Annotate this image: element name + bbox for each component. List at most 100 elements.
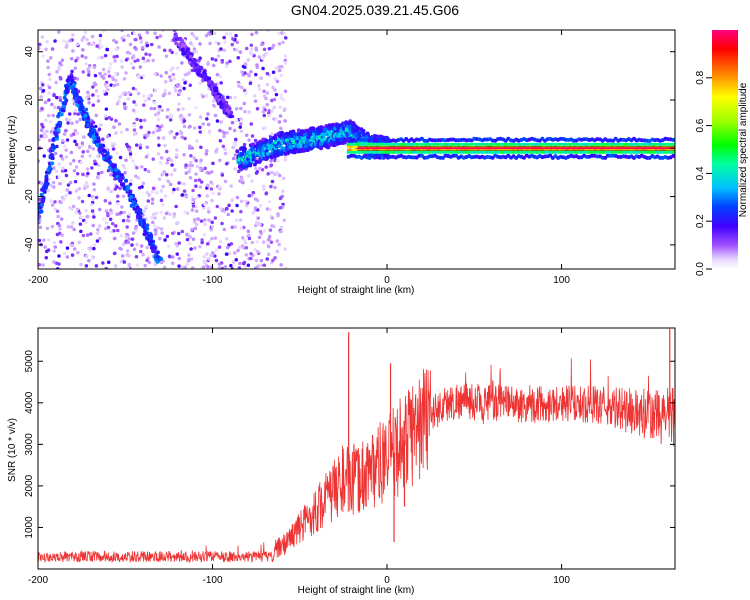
heatmap-cell — [239, 175, 244, 179]
heatmap-cell — [65, 188, 69, 192]
heatmap-cell — [92, 215, 96, 219]
heatmap-cell — [169, 78, 173, 83]
heatmap-cell — [209, 228, 213, 232]
heatmap-cell — [118, 246, 122, 251]
heatmap-cell — [207, 210, 211, 214]
heatmap-cell — [152, 106, 157, 111]
heatmap-cell — [114, 78, 118, 83]
heatmap-cell — [114, 119, 118, 123]
heatmap-cell — [109, 189, 113, 194]
heatmap-cell — [81, 233, 86, 238]
heatmap-cell — [279, 73, 283, 78]
heatmap-cell — [104, 221, 109, 225]
heatmap-cell — [168, 131, 172, 135]
heatmap-cell — [231, 145, 235, 150]
heatmap-cell — [238, 218, 243, 222]
colorbar-tick-label: 0.6 — [695, 118, 706, 132]
heatmap-cell — [201, 266, 205, 269]
heatmap-cell — [64, 155, 69, 159]
heatmap-cell — [180, 61, 184, 65]
heatmap-cell — [231, 260, 236, 264]
heatmap-cell — [182, 86, 186, 91]
heatmap-cell — [97, 127, 102, 131]
bottom-y-tick-label: 2000 — [24, 474, 35, 497]
heatmap-cell — [77, 240, 81, 245]
heatmap-cell — [267, 109, 271, 113]
heatmap-cell — [91, 103, 95, 107]
heatmap-cell — [234, 33, 238, 38]
heatmap-cell — [57, 30, 61, 34]
heatmap-cell — [39, 192, 44, 197]
heatmap-cell — [311, 126, 316, 131]
heatmap-cell — [139, 40, 143, 44]
heatmap-cell — [210, 236, 214, 241]
heatmap-cell — [187, 253, 191, 257]
heatmap-cell — [253, 197, 258, 201]
heatmap-cell — [239, 106, 243, 111]
heatmap-cell — [112, 83, 117, 88]
heatmap-cell — [90, 42, 95, 46]
heatmap-cell — [38, 46, 41, 51]
heatmap-cell — [56, 214, 60, 219]
heatmap-cell — [262, 47, 267, 52]
heatmap-cell — [155, 35, 159, 40]
heatmap-cell — [253, 206, 258, 210]
heatmap-cell — [212, 63, 216, 68]
heatmap-cell — [243, 241, 248, 245]
heatmap-cell — [195, 139, 199, 143]
heatmap-cell — [126, 33, 131, 38]
heatmap-cell — [213, 113, 218, 118]
heatmap-cell — [96, 176, 100, 180]
heatmap-cell — [307, 146, 312, 151]
heatmap-cell — [54, 80, 58, 85]
heatmap-cell — [50, 224, 55, 229]
heatmap-cell — [200, 238, 204, 242]
heatmap-cell — [111, 147, 116, 151]
heatmap-cell — [128, 42, 133, 47]
heatmap-cell — [74, 189, 79, 193]
heatmap-cell — [153, 228, 157, 232]
heatmap-cell — [209, 180, 213, 184]
heatmap-cell — [296, 128, 301, 133]
heatmap-cell — [217, 265, 222, 269]
heatmap-cell — [238, 261, 242, 266]
heatmap-cell — [267, 200, 272, 204]
heatmap-cell — [548, 153, 553, 158]
heatmap-cell — [70, 207, 74, 212]
heatmap-cell — [84, 55, 88, 60]
heatmap-cell — [274, 144, 279, 149]
heatmap-cell — [145, 190, 150, 195]
heatmap-cell — [40, 35, 45, 39]
heatmap-cell — [190, 68, 195, 73]
heatmap-cell — [244, 199, 248, 204]
heatmap-cell — [185, 52, 190, 56]
heatmap-cell — [91, 223, 95, 228]
heatmap-cell — [44, 47, 48, 51]
heatmap-cell — [155, 250, 160, 255]
heatmap-cell — [224, 32, 229, 36]
heatmap-cell — [100, 44, 104, 49]
heatmap-cell — [112, 229, 116, 233]
heatmap-cell — [140, 165, 144, 169]
heatmap-cell — [171, 255, 175, 259]
heatmap-cell — [157, 45, 161, 49]
heatmap-cell — [190, 163, 194, 168]
heatmap-cell — [228, 59, 232, 64]
heatmap-cell — [55, 209, 60, 213]
heatmap-cell — [179, 85, 183, 89]
heatmap-cell — [131, 66, 136, 70]
heatmap-cell — [138, 143, 143, 147]
heatmap-cell — [72, 169, 77, 173]
heatmap-cell — [134, 255, 139, 259]
heatmap-cell — [265, 82, 270, 87]
heatmap-cell — [273, 140, 278, 145]
heatmap-cell — [206, 112, 210, 116]
heatmap-cell — [120, 59, 124, 63]
heatmap-cell — [200, 240, 204, 245]
bottom-x-ticks: -200 -100 0 100 — [28, 328, 570, 586]
heatmap-cell — [122, 34, 127, 39]
heatmap-cell — [132, 128, 137, 132]
heatmap-cell — [131, 159, 135, 163]
heatmap-cell — [265, 91, 270, 95]
heatmap-cell — [87, 73, 91, 77]
